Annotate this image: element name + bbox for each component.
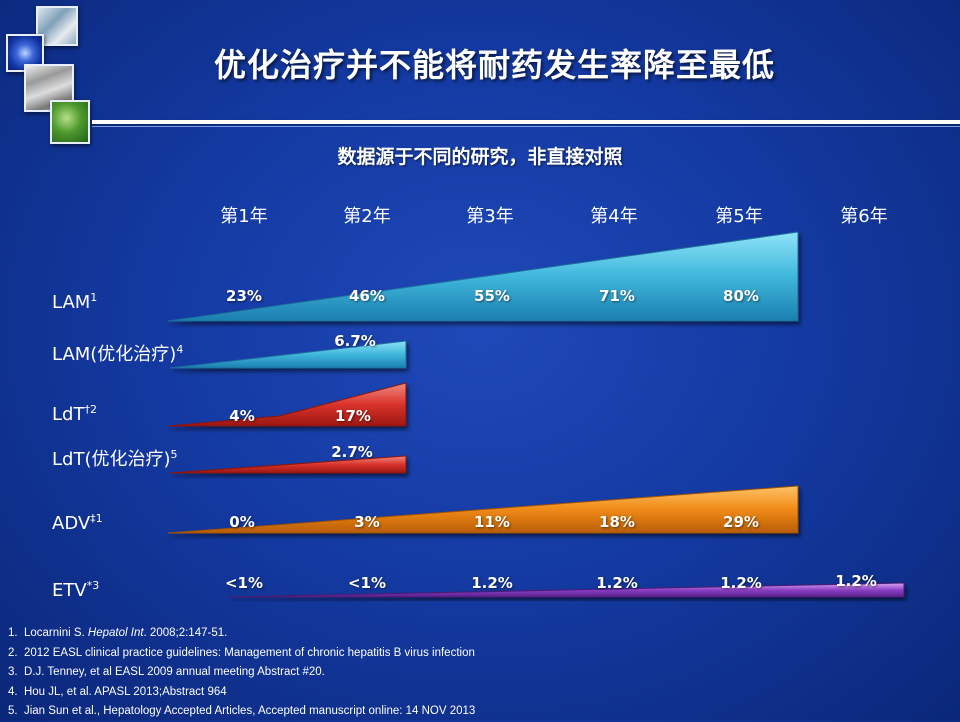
value-lam-y4: 71% (599, 287, 635, 305)
value-etv-y4: 1.2% (596, 574, 638, 592)
wedge-etv (227, 582, 905, 598)
reference-4: 4. Hou JL, et al. APASL 2013;Abstract 96… (8, 685, 227, 698)
value-adv-y5: 29% (723, 513, 759, 531)
value-lam-y3: 55% (474, 287, 510, 305)
wedge-ldt (167, 382, 407, 427)
row-label-adv: ADV‡1 (52, 512, 103, 534)
reference-5: 5. Jian Sun et al., Hepatology Accepted … (8, 705, 476, 717)
value-ldt-y2: 17% (335, 407, 371, 425)
value-adv-y3: 11% (474, 513, 510, 531)
year-header-6: 第6年 (840, 206, 888, 227)
wedge-adv (167, 485, 799, 534)
reference-1: 1. Locarnini S. Hepatol Int. 2008;2:147-… (8, 627, 228, 639)
value-lam-optimized-y2: 6.7% (334, 332, 376, 350)
row-label-ldt-optimized: LdT(优化治疗)5 (52, 448, 178, 470)
value-ldt-optimized-y2: 2.7% (331, 443, 373, 461)
value-lam-y1: 23% (226, 287, 262, 305)
value-etv-y5: 1.2% (720, 574, 762, 592)
value-etv-y2: <1% (347, 574, 387, 592)
slide-subtitle: 数据源于不同的研究，非直接对照 (337, 146, 623, 168)
wedge-lam (167, 231, 799, 322)
value-adv-y2: 3% (354, 513, 380, 531)
value-adv-y4: 18% (599, 513, 635, 531)
wedge-ldt-optimized (169, 455, 407, 474)
wedge-lam-optimized (169, 340, 407, 369)
year-header-1: 第1年 (220, 206, 268, 227)
header-photo-4 (50, 100, 90, 144)
value-lam-y5: 80% (723, 287, 759, 305)
title-divider (92, 120, 960, 124)
year-header-3: 第3年 (466, 206, 514, 227)
slide-title: 优化治疗并不能将耐药发生率降至最低 (214, 46, 776, 84)
value-adv-y1: 0% (229, 513, 255, 531)
value-etv-y3: 1.2% (471, 574, 513, 592)
title-divider-thin (92, 126, 960, 127)
year-header-5: 第5年 (715, 206, 763, 227)
row-label-lam-optimized: LAM(优化治疗)4 (52, 343, 184, 365)
value-lam-y2: 46% (349, 287, 385, 305)
year-header-4: 第4年 (590, 206, 638, 227)
reference-3: 3. D.J. Tenney, et al EASL 2009 annual m… (8, 666, 325, 678)
row-label-etv: ETV*3 (52, 579, 100, 601)
reference-2: 2. 2012 EASL clinical practice guideline… (8, 646, 475, 659)
row-label-lam: LAM1 (52, 291, 98, 313)
value-etv-y6: 1.2% (835, 572, 877, 590)
references: 1. Locarnini S. Hepatol Int. 2008;2:147-… (8, 624, 475, 722)
value-ldt-y1: 4% (229, 407, 255, 425)
row-label-ldt: LdT†2 (52, 403, 97, 425)
year-header-2: 第2年 (343, 206, 391, 227)
value-etv-y1: <1% (224, 574, 264, 592)
